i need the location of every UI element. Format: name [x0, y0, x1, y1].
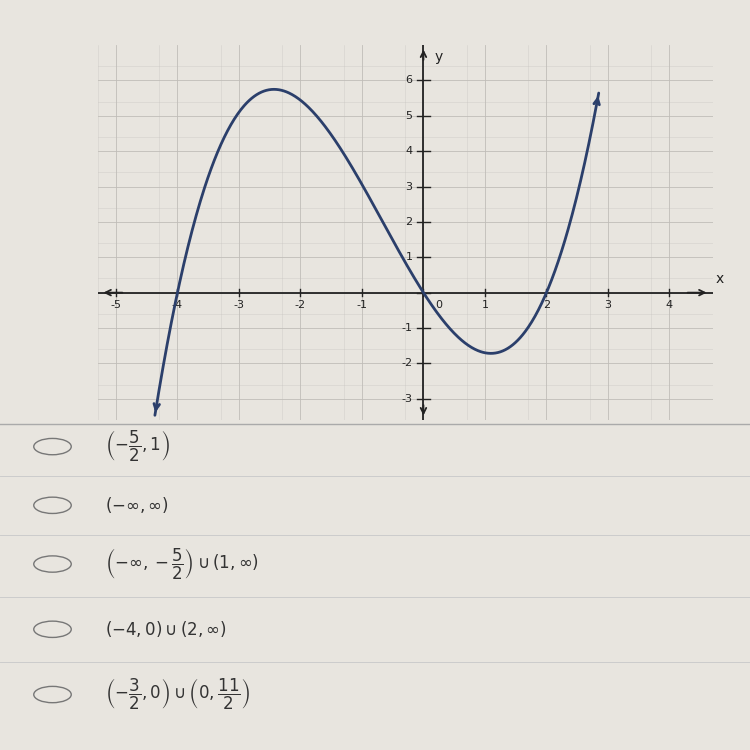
Text: -3: -3 [401, 394, 412, 404]
Text: -1: -1 [401, 323, 412, 333]
Text: $\left(-\infty,-\dfrac{5}{2}\right)\cup\left(1,\infty\right)$: $\left(-\infty,-\dfrac{5}{2}\right)\cup\… [105, 547, 259, 582]
Text: 1: 1 [406, 252, 412, 262]
Text: -2: -2 [401, 358, 412, 368]
Text: 5: 5 [406, 111, 412, 121]
Text: 3: 3 [604, 301, 611, 310]
Text: -1: -1 [356, 301, 368, 310]
Text: x: x [716, 272, 724, 286]
Text: -2: -2 [295, 301, 306, 310]
Text: -5: -5 [110, 301, 122, 310]
Text: $(-\infty,\infty)$: $(-\infty,\infty)$ [105, 495, 169, 515]
Text: $\left(-\dfrac{5}{2},1\right)$: $\left(-\dfrac{5}{2},1\right)$ [105, 429, 170, 464]
Text: 3: 3 [406, 182, 412, 191]
Text: 2: 2 [543, 301, 550, 310]
Text: $(-4,0)\cup(2,\infty)$: $(-4,0)\cup(2,\infty)$ [105, 620, 226, 639]
Text: 6: 6 [406, 76, 412, 86]
Text: 4: 4 [666, 301, 673, 310]
Text: 0: 0 [436, 301, 442, 310]
Text: y: y [434, 50, 442, 64]
Text: 4: 4 [405, 146, 412, 156]
Text: -3: -3 [233, 301, 244, 310]
Text: $\left(-\dfrac{3}{2},0\right)\cup\left(0,\dfrac{11}{2}\right)$: $\left(-\dfrac{3}{2},0\right)\cup\left(0… [105, 677, 250, 712]
Text: 1: 1 [482, 301, 488, 310]
Text: 2: 2 [405, 217, 412, 227]
Text: -4: -4 [172, 301, 183, 310]
